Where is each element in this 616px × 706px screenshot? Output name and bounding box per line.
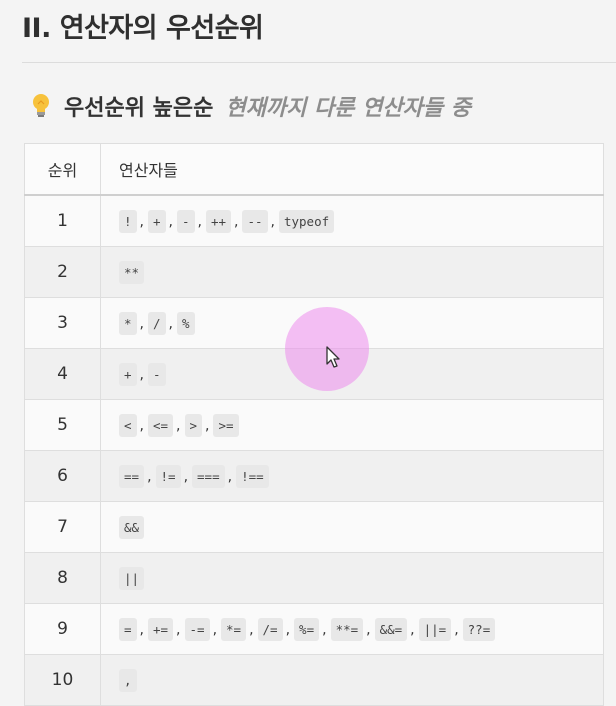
table-body: 1!, +, -, ++, --, typeof 2 ** 3 *, /,% 4 +, -5 <, <=, >,… <box>24 194 604 706</box>
heading-sub: 현재까지 다룬 연산자들 중 <box>225 96 471 121</box>
operator-code: ??= <box>462 617 496 641</box>
rank-cell: 6 <box>24 450 101 502</box>
header-operators: 연산자들 <box>100 143 604 196</box>
operator-separator: , <box>212 621 218 638</box>
operator-code: - <box>147 362 166 386</box>
precedence-table: 순위 연산자들 1!, +, -, ++, --, typeof 2 ** 3 *, /,% 4 +, -… <box>24 143 604 706</box>
operator-code: - <box>176 209 195 233</box>
page-title: II. 연산자의 우선순위 <box>22 13 264 44</box>
rank-cell: 8 <box>24 552 101 604</box>
operator-code: !== <box>236 464 269 488</box>
operator-code: ++ <box>205 209 232 233</box>
operator-code: || <box>119 566 145 590</box>
operator-code: *= <box>221 617 247 641</box>
operator-code: % <box>176 311 195 335</box>
operator-separator: , <box>139 315 144 332</box>
operators-cell: +, - <box>100 348 604 400</box>
operator-separator: , <box>176 417 181 434</box>
rank-cell: 9 <box>24 603 101 655</box>
operator-separator: , <box>139 621 144 638</box>
table-row: 5 <, <=, >, >= <box>24 399 604 451</box>
operator-separator: , <box>227 468 233 485</box>
rank-cell: 5 <box>24 399 101 451</box>
operator-separator: , <box>249 621 254 638</box>
table-row: 1!, +, -, ++, --, typeof <box>24 194 604 247</box>
operator-code: / <box>147 311 166 335</box>
section-heading: 우선순위 높은순 현재까지 다룬 연산자들 중 <box>30 90 471 122</box>
operator-separator: , <box>454 621 459 638</box>
mouse-pointer-icon <box>325 346 341 370</box>
operators-cell: && <box>100 501 604 553</box>
heading-main: 우선순위 높은순 <box>64 96 214 121</box>
operator-code: ||= <box>418 617 452 641</box>
operator-code: + <box>147 209 166 233</box>
operator-code: > <box>184 413 203 437</box>
operator-separator: , <box>285 621 291 638</box>
table-header-row: 순위 연산자들 <box>24 143 604 196</box>
operator-separator: , <box>147 468 152 485</box>
operator-separator: , <box>234 213 239 230</box>
operators-cell: =, +=, -=, *=,/=, %=, **=, &&=, ||=, ??= <box>100 603 604 655</box>
operators-cell: !, +, -, ++, --, typeof <box>100 194 604 247</box>
operator-separator: , <box>270 213 275 230</box>
operator-separator: , <box>168 315 173 332</box>
operator-separator: , <box>139 366 144 383</box>
rank-cell: 4 <box>24 348 101 400</box>
table-row: 6 ==, !=, ===, !== <box>24 450 604 502</box>
operator-code: &&= <box>374 617 408 641</box>
operator-code: != <box>155 464 181 488</box>
operator-separator: , <box>322 621 327 638</box>
precedence-table-wrap: 순위 연산자들 1!, +, -, ++, --, typeof 2 ** 3 *, /,% 4 +, -… <box>24 143 604 706</box>
table-row: 8 || <box>24 552 604 604</box>
operator-code: += <box>147 617 174 641</box>
operator-code: , <box>119 668 137 692</box>
table-row: 10, <box>24 654 604 706</box>
operator-separator: , <box>139 417 144 434</box>
operator-code: && <box>119 515 145 539</box>
operator-code: < <box>119 413 137 437</box>
operator-code: + <box>119 362 137 386</box>
table-row: 4 +, - <box>24 348 604 400</box>
operator-code: ** <box>119 260 145 284</box>
rank-cell: 1 <box>24 194 101 247</box>
operator-code: <= <box>147 413 174 437</box>
operator-separator: , <box>197 213 202 230</box>
rank-cell: 7 <box>24 501 101 553</box>
operator-separator: , <box>366 621 371 638</box>
table-row: 7 && <box>24 501 604 553</box>
title-divider <box>22 62 616 63</box>
lightbulb-icon <box>30 92 52 120</box>
operator-code: >= <box>213 413 239 437</box>
operator-code: === <box>192 464 225 488</box>
table-row: 2 ** <box>24 246 604 298</box>
operator-separator: , <box>176 621 181 638</box>
operators-cell: ==, !=, ===, !== <box>100 450 604 502</box>
operators-cell: ** <box>100 246 604 298</box>
table-row: 9 =, +=, -=, *=,/=, %=, **=, &&=, ||=, ??= <box>24 603 604 655</box>
rank-cell: 3 <box>24 297 101 349</box>
rank-cell: 10 <box>24 654 101 706</box>
operator-code: /= <box>257 617 283 641</box>
rank-cell: 2 <box>24 246 101 298</box>
operators-cell: <, <=, >, >= <box>100 399 604 451</box>
operator-separator: , <box>183 468 189 485</box>
operators-cell: , <box>100 654 604 706</box>
operator-separator: , <box>139 213 144 230</box>
header-rank: 순위 <box>24 143 101 196</box>
operators-cell: || <box>100 552 604 604</box>
operator-separator: , <box>410 621 415 638</box>
operator-code: == <box>119 464 145 488</box>
table-row: 3 *, /,% <box>24 297 604 349</box>
operator-code: -= <box>184 617 210 641</box>
operator-code: ! <box>119 209 137 233</box>
operator-code: %= <box>294 617 320 641</box>
operator-code: -- <box>242 209 268 233</box>
operators-cell: *, /,% <box>100 297 604 349</box>
operator-code: **= <box>330 617 364 641</box>
operator-separator: , <box>168 213 173 230</box>
operator-code: typeof <box>278 209 335 233</box>
operator-code: * <box>119 311 137 335</box>
operator-separator: , <box>205 417 210 434</box>
operator-code: = <box>119 617 137 641</box>
